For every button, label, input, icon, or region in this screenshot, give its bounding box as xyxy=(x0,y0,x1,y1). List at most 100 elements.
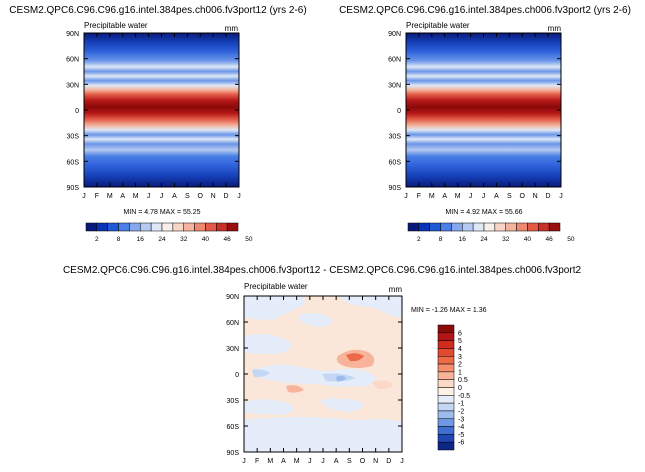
colorbar-label: 8 xyxy=(439,236,443,243)
y-tick-label: 0 xyxy=(75,108,79,115)
panel-1-variable-label: Precipitable water xyxy=(84,21,148,30)
panel-2-units-label: mm xyxy=(548,24,562,33)
x-tick-label: A xyxy=(494,193,499,200)
y-tick-label: 30N xyxy=(226,346,239,353)
panel-2-title: CESM2.QPC6.C96.C96.g16.intel.384pes.ch00… xyxy=(339,5,631,16)
colorbar-label: -0.5 xyxy=(458,393,470,400)
colorbar-swatch xyxy=(437,371,455,380)
colorbar-label: -2 xyxy=(458,408,464,415)
colorbar-swatch xyxy=(437,426,455,435)
panel-3-heatmap-field xyxy=(244,296,402,452)
colorbar-swatch xyxy=(437,348,455,357)
colorbar-swatch xyxy=(437,324,455,334)
panel-3-minmax-stats: MIN = -1.26 MAX = 1.36 xyxy=(411,307,487,314)
panel-1-title: CESM2.QPC6.C96.C96.g16.intel.384pes.ch00… xyxy=(9,5,306,16)
x-tick-label: J xyxy=(82,193,86,200)
x-tick-label: D xyxy=(386,458,391,465)
colorbar-swatch xyxy=(505,222,517,232)
colorbar-label: -3 xyxy=(458,416,464,423)
panel-2-variable-label: Precipitable water xyxy=(406,21,470,30)
colorbar-label: -1 xyxy=(458,401,464,408)
panel-2-minmax-stats: MIN = 4.92 MAX = 55.66 xyxy=(445,209,522,216)
panel-3-units-label: mm xyxy=(389,285,403,294)
colorbar-label: 0.5 xyxy=(458,377,468,384)
x-tick-label: O xyxy=(360,458,366,465)
colorbar-swatch xyxy=(161,222,174,232)
x-tick-label: J xyxy=(321,458,325,465)
colorbar-label: 2 xyxy=(95,236,99,243)
x-tick-label: F xyxy=(255,458,259,465)
colorbar-swatch xyxy=(96,222,108,232)
colorbar-swatch xyxy=(429,222,441,232)
colorbar-swatch xyxy=(226,222,239,232)
y-tick-label: 30S xyxy=(227,398,240,405)
colorbar-swatch xyxy=(172,222,184,232)
colorbar-label: 2 xyxy=(458,362,462,369)
colorbar-swatch xyxy=(437,434,455,443)
colorbar-swatch xyxy=(418,222,430,232)
colorbar-swatch xyxy=(205,222,217,232)
y-tick-label: 60S xyxy=(227,424,240,431)
x-tick-label: A xyxy=(120,193,125,200)
x-tick-label: S xyxy=(507,193,512,200)
colorbar-label: 1 xyxy=(458,369,462,376)
colorbar-label: 40 xyxy=(524,236,532,243)
y-tick-label: 30S xyxy=(67,134,80,141)
colorbar-swatch xyxy=(516,222,528,232)
x-tick-label: J xyxy=(237,193,241,200)
colorbar-label: -6 xyxy=(458,440,464,447)
colorbar-label: 32 xyxy=(180,236,188,243)
panel-3-variable-label: Precipitable water xyxy=(244,282,308,291)
y-tick-label: 0 xyxy=(235,372,239,379)
colorbar-swatch xyxy=(451,222,463,232)
colorbar-label: 40 xyxy=(202,236,210,243)
y-tick-label: 60N xyxy=(388,57,401,64)
colorbar-label: 24 xyxy=(480,236,488,243)
x-tick-label: N xyxy=(533,193,538,200)
y-tick-label: 60N xyxy=(66,57,79,64)
colorbar-label: 50 xyxy=(245,236,253,243)
x-tick-label: A xyxy=(334,458,339,465)
colorbar-swatch xyxy=(129,222,141,232)
y-tick-label: 30S xyxy=(389,134,402,141)
colorbar-label: 50 xyxy=(567,236,575,243)
colorbar-swatch xyxy=(440,222,452,232)
y-tick-label: 90S xyxy=(67,185,80,192)
colorbar-swatch xyxy=(140,222,152,232)
x-tick-label: J xyxy=(404,193,408,200)
x-tick-label: J xyxy=(400,458,404,465)
colorbar-swatch xyxy=(407,222,420,232)
colorbar-swatch xyxy=(118,222,130,232)
colorbar-label: 2 xyxy=(417,236,421,243)
colorbar-swatch xyxy=(437,387,455,396)
panel-2-colorbar: 2 8 16 24 32 40 46 50 xyxy=(407,222,575,243)
colorbar-label: 46 xyxy=(224,236,232,243)
colorbar-swatch xyxy=(437,332,455,341)
panel-1-heatmap-field xyxy=(84,33,239,187)
colorbar-swatch xyxy=(183,222,195,232)
colorbar-swatch xyxy=(437,402,455,412)
y-tick-label: 60N xyxy=(226,320,239,327)
y-tick-label: 90S xyxy=(389,185,402,192)
colorbar-swatch xyxy=(548,222,561,232)
colorbar-label: 46 xyxy=(546,236,554,243)
panel-3: CESM2.QPC6.C96.C96.g16.intel.384pes.ch00… xyxy=(63,265,582,465)
y-tick-label: 90N xyxy=(388,31,401,38)
x-tick-label: N xyxy=(211,193,216,200)
y-tick-label: 60S xyxy=(389,159,402,166)
y-tick-label: 30N xyxy=(388,82,401,89)
colorbar-swatch xyxy=(85,222,98,232)
x-tick-label: O xyxy=(520,193,526,200)
panel-2: CESM2.QPC6.C96.C96.g16.intel.384pes.ch00… xyxy=(339,5,631,243)
colorbar-label: 32 xyxy=(502,236,510,243)
colorbar-label: 6 xyxy=(458,330,462,337)
x-tick-label: N xyxy=(373,458,378,465)
colorbar-swatch xyxy=(107,222,119,232)
colorbar-label: 16 xyxy=(137,236,145,243)
x-tick-label: M xyxy=(107,193,113,200)
panel-1-units-label: mm xyxy=(225,24,239,33)
